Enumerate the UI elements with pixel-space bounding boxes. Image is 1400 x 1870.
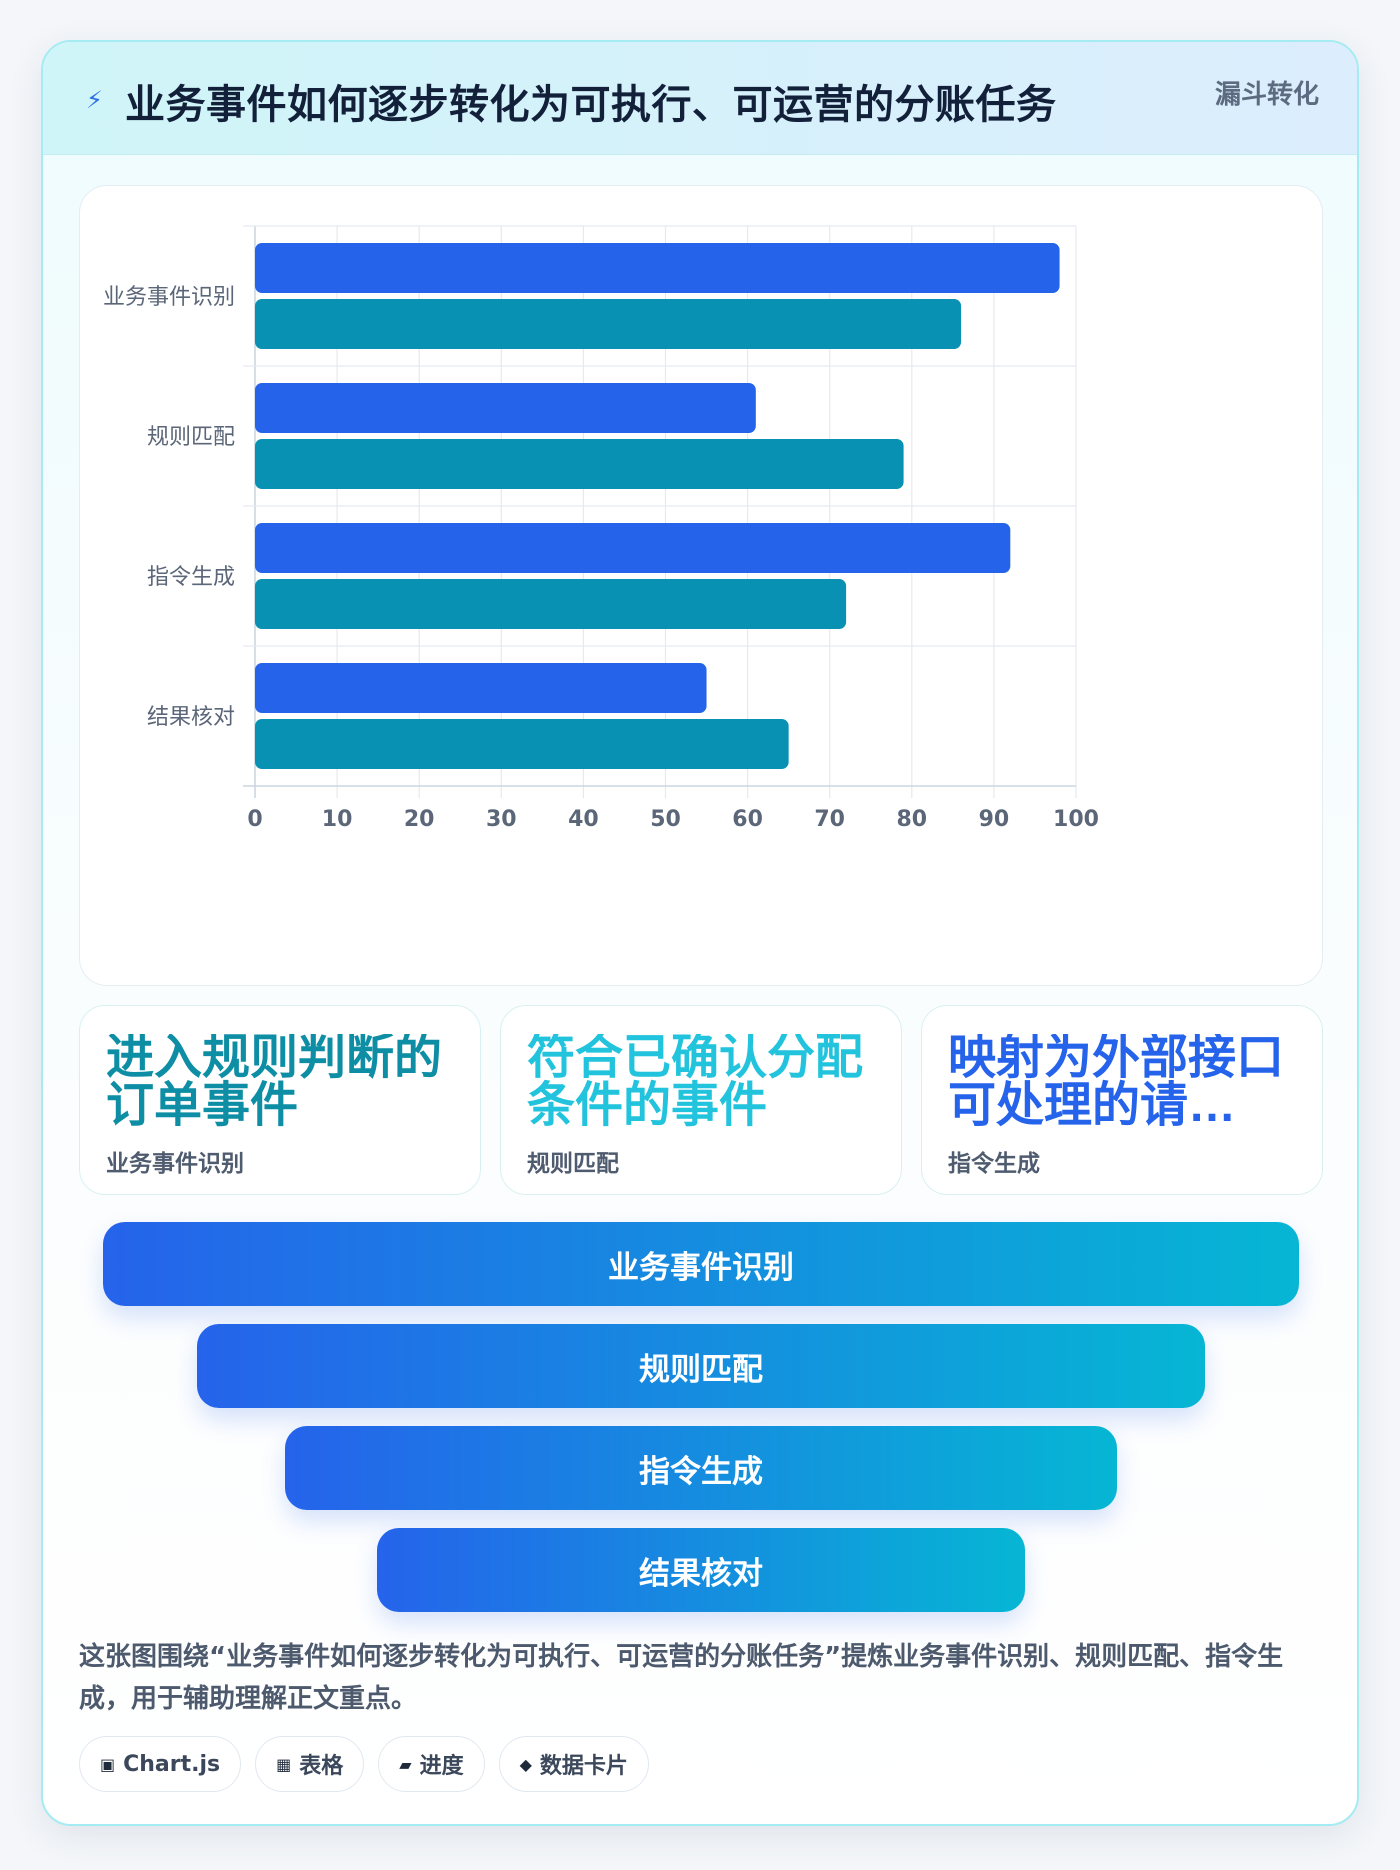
funnel-stage: 规则匹配 <box>197 1324 1205 1408</box>
chip-label: 数据卡片 <box>539 1754 628 1779</box>
y-category-label: 业务事件识别 <box>103 285 235 310</box>
x-tick-label: 80 <box>896 807 927 832</box>
y-category-label: 规则匹配 <box>147 425 235 450</box>
funnel-stage: 指令生成 <box>285 1426 1117 1510</box>
funnel: 业务事件识别 规则匹配 指令生成 结果核对 <box>43 42 1357 1824</box>
progress-icon: ▰ <box>399 1754 412 1774</box>
chip-label: Chart.js <box>123 1751 221 1777</box>
x-tick-label: 70 <box>814 807 845 832</box>
tag-chips: ▣ Chart.js ▦ 表格 ▰ 进度 ◆ 数据卡片 <box>79 1736 663 1794</box>
chip-data-card[interactable]: ◆ 数据卡片 <box>498 1736 649 1792</box>
bar <box>255 663 707 713</box>
y-category-label: 结果核对 <box>147 705 235 730</box>
diamond-icon: ◆ <box>519 1754 532 1774</box>
bar <box>255 579 847 629</box>
bar <box>255 523 1011 573</box>
x-tick-label: 50 <box>650 807 681 832</box>
x-tick-label: 30 <box>486 807 517 832</box>
stat-card-2: 符合已确认分配条件的事件 规则匹配 <box>500 1005 902 1195</box>
stat-card-3: 映射为外部接口可处理的请… 指令生成 <box>921 1005 1323 1195</box>
funnel-stage: 结果核对 <box>377 1528 1025 1612</box>
x-tick-label: 20 <box>404 807 435 832</box>
stat-value: 符合已确认分配条件的事件 <box>527 1034 864 1130</box>
bar-chart-panel: 0 10 20 30 40 50 60 70 80 90 100 业务事件识别规则匹配指令生成结果核对 <box>79 185 1323 986</box>
bar <box>255 439 904 489</box>
stat-cards: 进入规则判断的订单事件 业务事件识别 符合已确认分配条件的事件 规则匹配 映射为… <box>79 1005 1323 1197</box>
bar <box>255 719 789 769</box>
infographic-card: ⚡ 业务事件如何逐步转化为可执行、可运营的分账任务 漏斗转化 0 10 20 30 40… <box>41 40 1359 1826</box>
table-icon: ▦ <box>276 1754 292 1774</box>
chart-icon: ▣ <box>100 1754 116 1774</box>
lightning-icon: ⚡ <box>86 86 103 114</box>
stat-label: 业务事件识别 <box>106 1151 244 1177</box>
card-header: ⚡ 业务事件如何逐步转化为可执行、可运营的分账任务 漏斗转化 <box>43 42 1357 155</box>
page-title: 业务事件如何逐步转化为可执行、可运营的分账任务 <box>125 82 1057 128</box>
chip-label: 进度 <box>419 1754 464 1779</box>
chart-caption: 这张图围绕“业务事件如何逐步转化为可执行、可运营的分账任务”提炼业务事件识别、规… <box>79 1642 1284 1714</box>
header-tag: 漏斗转化 <box>1214 80 1319 110</box>
bar <box>255 243 1060 293</box>
stat-card-1: 进入规则判断的订单事件 业务事件识别 <box>79 1005 481 1195</box>
chip-chartjs[interactable]: ▣ Chart.js <box>79 1736 242 1792</box>
x-tick-label: 0 <box>247 807 262 832</box>
stat-value: 映射为外部接口可处理的请… <box>948 1034 1285 1130</box>
x-tick-label: 40 <box>568 807 599 832</box>
x-tick-label: 10 <box>322 807 353 832</box>
x-tick-label: 90 <box>979 807 1010 832</box>
bar <box>255 383 756 433</box>
x-tick-label: 100 <box>1053 807 1099 832</box>
x-tick-label: 60 <box>732 807 763 832</box>
stat-value: 进入规则判断的订单事件 <box>106 1034 443 1130</box>
chip-label: 表格 <box>299 1754 344 1779</box>
chip-progress[interactable]: ▰ 进度 <box>378 1736 485 1792</box>
chip-table[interactable]: ▦ 表格 <box>255 1736 365 1792</box>
stat-label: 指令生成 <box>948 1151 1040 1177</box>
y-category-label: 指令生成 <box>147 565 235 590</box>
funnel-stage: 业务事件识别 <box>103 1222 1299 1306</box>
stat-label: 规则匹配 <box>527 1151 619 1177</box>
bar <box>255 299 962 349</box>
